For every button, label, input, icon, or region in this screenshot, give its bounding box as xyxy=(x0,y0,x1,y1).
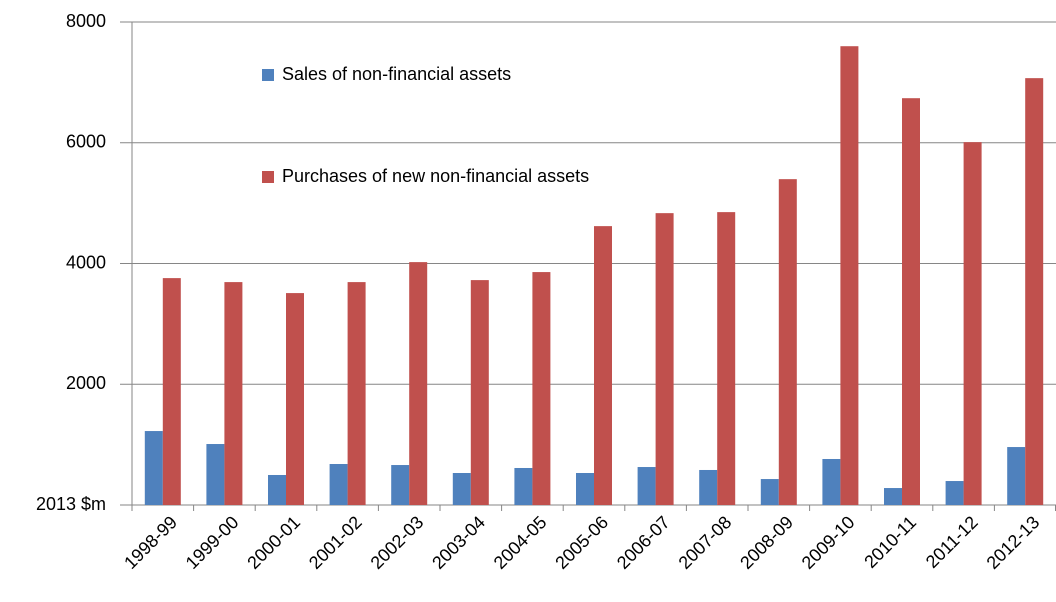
bar xyxy=(655,213,674,505)
bar xyxy=(637,467,656,505)
bar xyxy=(822,458,841,505)
x-tick-label: 2011-12 xyxy=(922,512,982,572)
x-tick-label: 2012-13 xyxy=(983,512,1044,573)
bar xyxy=(144,431,163,505)
legend-label: Sales of non-financial assets xyxy=(282,64,511,84)
bar xyxy=(884,488,902,505)
x-tick-label: 2006-07 xyxy=(613,512,674,573)
y-tick-label: 8000 xyxy=(66,11,106,31)
bar xyxy=(286,293,304,505)
y-tick-label: 2013 $m xyxy=(36,494,106,514)
y-tick-label: 2000 xyxy=(66,373,106,393)
bar xyxy=(1007,447,1026,505)
x-tick-label: 2009-10 xyxy=(798,512,859,573)
x-tick-label: 2002-03 xyxy=(367,512,428,573)
bar xyxy=(452,473,471,505)
bar xyxy=(945,481,964,505)
x-tick-label: 2000-01 xyxy=(243,512,304,573)
x-tick-label: 2003-04 xyxy=(428,512,489,573)
x-tick-label: 2004-05 xyxy=(490,512,551,573)
bar xyxy=(717,212,736,505)
x-tick-label: 2001-02 xyxy=(305,512,366,573)
bar xyxy=(576,473,594,505)
bar xyxy=(347,282,366,505)
bar xyxy=(391,465,410,505)
x-tick-label: 2005-06 xyxy=(551,512,612,573)
bar xyxy=(409,262,428,505)
bar xyxy=(532,272,551,505)
y-tick-label: 6000 xyxy=(66,132,106,152)
legend-swatch xyxy=(262,171,274,183)
bar xyxy=(778,179,797,505)
bar xyxy=(514,467,533,505)
bar xyxy=(206,444,225,505)
y-tick-label: 4000 xyxy=(66,252,106,272)
bar xyxy=(329,464,348,505)
x-tick-label: 2007-08 xyxy=(675,512,736,573)
bar xyxy=(594,226,612,505)
bar xyxy=(1025,78,1044,506)
legend-label: Purchases of new non-financial assets xyxy=(282,166,589,186)
bar xyxy=(162,278,181,505)
bar xyxy=(470,280,489,505)
bar xyxy=(699,469,718,505)
bar xyxy=(902,98,920,506)
bar xyxy=(224,282,243,505)
legend-swatch xyxy=(262,69,274,81)
x-tick-label: 2008-09 xyxy=(736,512,797,573)
bar xyxy=(840,46,859,505)
x-tick-label: 1999-00 xyxy=(182,512,243,573)
x-tick-label: 2010-11 xyxy=(860,512,920,572)
bar xyxy=(760,479,779,505)
bar xyxy=(963,142,982,506)
bar xyxy=(268,474,286,505)
x-tick-label: 1998-99 xyxy=(120,512,181,573)
